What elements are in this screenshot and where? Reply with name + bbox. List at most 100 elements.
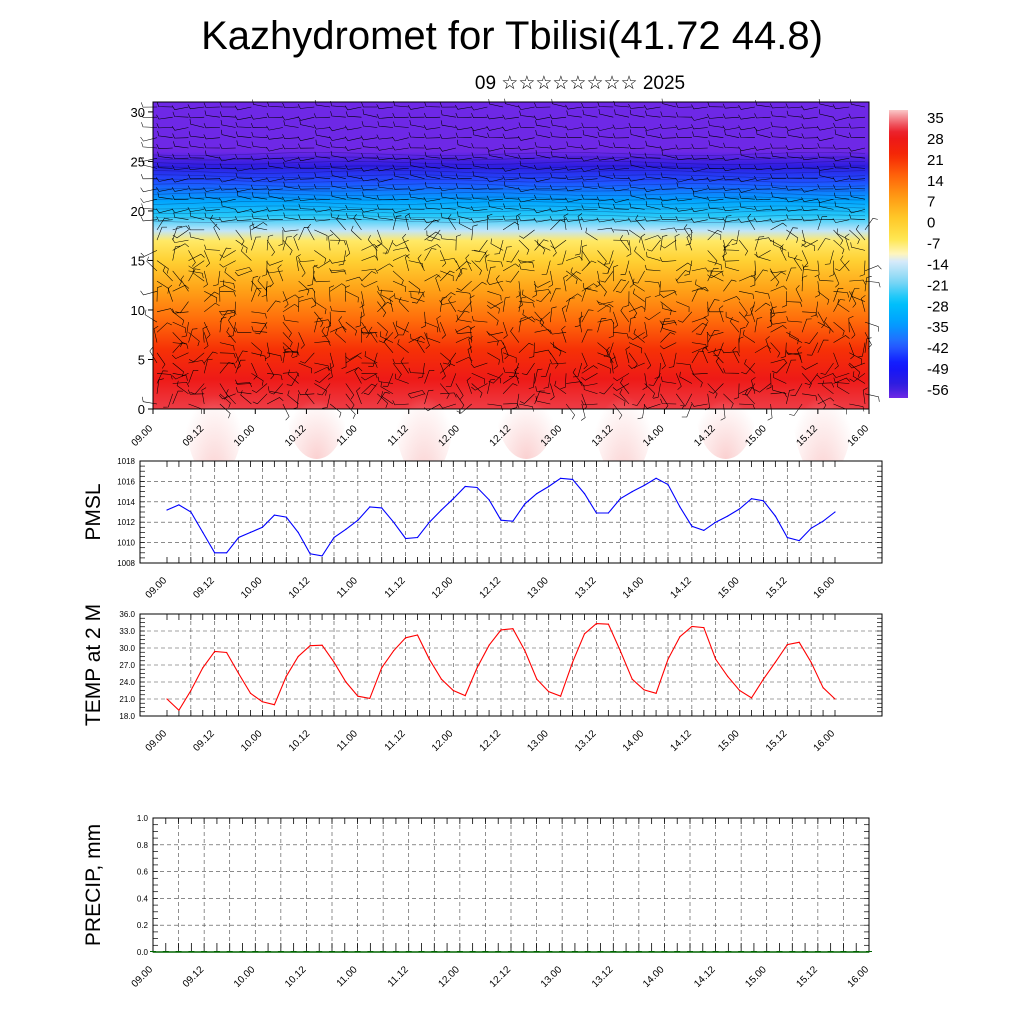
wind-barb — [424, 151, 441, 159]
wind-barb — [486, 164, 504, 170]
temp-data-point — [548, 691, 550, 693]
wind-barb — [234, 216, 252, 221]
pmsl-data-point — [309, 553, 311, 555]
wind-barb — [861, 295, 866, 312]
precip-y-tick-label: 1.0 — [137, 814, 149, 823]
wind-barb — [392, 145, 409, 151]
wind-barb — [488, 201, 504, 210]
wind-barb — [644, 383, 656, 399]
wind-barb — [307, 223, 315, 241]
wind-barb — [251, 326, 268, 333]
wind-barb — [770, 325, 787, 333]
wind-barb — [356, 387, 362, 405]
wind-barb — [251, 373, 264, 386]
precip-y-tick-label: 0.8 — [137, 841, 149, 850]
wind-barb — [436, 315, 441, 333]
wind-barb — [392, 215, 402, 230]
wind-barb — [329, 258, 346, 264]
wind-barb — [344, 157, 362, 162]
wind-barb — [533, 115, 551, 121]
wind-barb — [661, 98, 677, 108]
pmsl-data-point — [476, 486, 478, 489]
wind-barb — [725, 311, 740, 323]
temp-data-point — [261, 701, 263, 703]
wind-barb — [266, 154, 283, 160]
pmsl-data-point — [226, 552, 228, 554]
wind-barb — [561, 325, 567, 343]
wind-barb — [604, 250, 614, 265]
wind-barb — [203, 351, 218, 364]
wind-barb — [424, 231, 441, 241]
wind-barb — [344, 125, 362, 131]
contour-line — [152, 214, 866, 219]
temp-data-point — [202, 667, 204, 669]
temp-data-point — [750, 697, 753, 699]
wind-barb — [448, 295, 457, 312]
wind-barb — [171, 125, 189, 131]
wind-barb — [234, 115, 252, 121]
wind-barb — [140, 102, 158, 108]
wind-barb — [424, 274, 441, 282]
pmsl-data-point — [369, 506, 371, 508]
wind-barb — [140, 290, 158, 296]
wind-barb — [219, 143, 236, 149]
wind-barb — [833, 184, 850, 190]
wind-barb — [801, 318, 812, 333]
pmsl-data-point — [619, 498, 621, 500]
wind-barb — [644, 264, 661, 272]
wind-barb — [566, 255, 583, 261]
wind-barb — [679, 371, 693, 384]
wind-barb — [219, 247, 232, 261]
wind-barb — [203, 187, 220, 192]
wind-barb — [754, 345, 771, 354]
wind-barb — [660, 235, 668, 251]
wind-barb — [471, 193, 488, 200]
wind-barb — [252, 393, 268, 405]
wind-barb — [420, 311, 426, 329]
wind-barb — [188, 370, 199, 384]
wind-barb — [187, 389, 205, 395]
wind-barb — [503, 193, 519, 200]
wind-barb — [566, 110, 582, 118]
wind-barb — [534, 289, 552, 295]
wind-barb — [235, 154, 252, 160]
wind-barb — [487, 291, 502, 301]
temp-x-tick-label: 13.12 — [573, 728, 599, 754]
wind-barb — [361, 383, 377, 394]
wind-barb — [581, 194, 598, 200]
heatmap-y-tick-label: 20 — [131, 204, 145, 219]
temp-data-point — [345, 681, 347, 683]
wind-barb — [660, 172, 677, 179]
wind-barb — [691, 288, 703, 302]
wind-barb — [770, 358, 788, 364]
wind-barb — [251, 288, 262, 302]
wind-barb — [549, 145, 567, 151]
wind-barb — [407, 104, 425, 110]
wind-barb — [816, 125, 834, 131]
wind-barb — [628, 122, 645, 128]
wind-barb — [376, 113, 394, 119]
wind-barb — [156, 186, 173, 192]
wind-barb — [613, 142, 630, 149]
wind-barb — [738, 327, 746, 343]
wind-barb — [849, 342, 855, 360]
wind-barb — [440, 352, 452, 367]
wind-barb — [266, 234, 274, 251]
wind-barb — [282, 236, 292, 251]
wind-barb — [676, 362, 692, 370]
wind-barb — [514, 366, 520, 384]
wind-barb — [410, 292, 425, 302]
wind-barb — [659, 342, 677, 350]
contour-line — [152, 170, 866, 174]
wind-barb — [149, 346, 158, 364]
wind-barb — [204, 110, 220, 118]
temp-data-point — [679, 636, 681, 638]
wind-barb — [393, 213, 409, 220]
wind-barb — [322, 393, 331, 409]
wind-barb — [346, 213, 362, 220]
wind-barb — [754, 184, 771, 190]
wind-barb — [659, 145, 677, 151]
wind-barb — [632, 288, 645, 302]
wind-barb — [642, 322, 648, 339]
pmsl-data-point — [607, 512, 610, 514]
